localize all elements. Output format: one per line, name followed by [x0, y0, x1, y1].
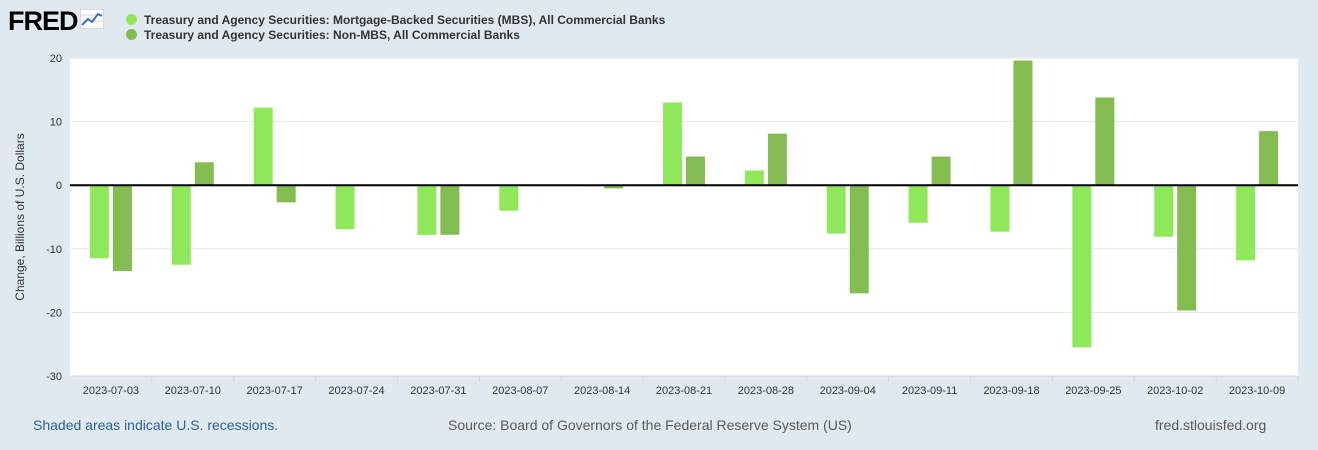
legend-label: Treasury and Agency Securities: Non-MBS,… — [144, 27, 520, 42]
x-tick-label: 2023-09-04 — [820, 385, 876, 397]
bar-mbs — [89, 185, 109, 259]
x-tick-label: 2023-10-09 — [1229, 385, 1285, 397]
legend-marker — [126, 14, 137, 25]
x-tick-label: 2023-07-10 — [165, 385, 221, 397]
bar-non-mbs — [767, 133, 787, 186]
y-tick-label: -10 — [46, 244, 62, 256]
legend-item-mbs[interactable]: Treasury and Agency Securities: Mortgage… — [126, 12, 665, 27]
y-tick-label: -20 — [46, 307, 62, 319]
chart-legend: Treasury and Agency Securities: Mortgage… — [126, 12, 665, 42]
y-tick-label: -30 — [46, 371, 62, 383]
legend-marker — [126, 29, 137, 40]
bar-mbs — [1236, 185, 1256, 261]
bar-non-mbs — [849, 185, 869, 294]
x-tick-label: 2023-08-14 — [574, 385, 630, 397]
x-tick-label: 2023-08-07 — [492, 385, 548, 397]
bar-mbs — [1154, 185, 1174, 237]
y-tick-label: 10 — [50, 117, 62, 129]
plot-area — [70, 58, 1298, 376]
x-tick-label: 2023-09-25 — [1065, 385, 1121, 397]
source-text: Source: Board of Governors of the Federa… — [448, 417, 852, 433]
bar-non-mbs — [440, 185, 460, 235]
legend-label: Treasury and Agency Securities: Mortgage… — [144, 12, 666, 27]
bar-mbs — [826, 185, 846, 234]
bar-mbs — [908, 185, 928, 223]
bar-mbs — [744, 170, 764, 186]
bar-mbs — [1072, 185, 1092, 348]
bar-mbs — [990, 185, 1010, 232]
recession-note[interactable]: Shaded areas indicate U.S. recessions. — [33, 417, 279, 433]
bar-mbs — [663, 102, 682, 186]
y-tick-label: 0 — [56, 180, 62, 192]
bar-mbs — [171, 185, 191, 265]
x-tick-label: 2023-07-03 — [83, 385, 139, 397]
x-tick-label: 2023-07-24 — [328, 385, 384, 397]
x-tick-label: 2023-08-21 — [656, 385, 712, 397]
bar-non-mbs — [1259, 131, 1279, 186]
site-link[interactable]: fred.stlouisfed.org — [1155, 417, 1267, 433]
bar-non-mbs — [276, 185, 296, 203]
bar-non-mbs — [1095, 97, 1115, 186]
bar-mbs — [253, 107, 273, 186]
logo-text: FRED — [8, 6, 78, 36]
bar-mbs — [499, 185, 519, 211]
bar-non-mbs — [1177, 185, 1197, 311]
x-tick-label: 2023-08-28 — [738, 385, 794, 397]
x-tick-label: 2023-07-17 — [247, 385, 303, 397]
bar-non-mbs — [686, 156, 705, 186]
y-tick-label: 20 — [50, 53, 62, 65]
x-tick-label: 2023-09-18 — [983, 385, 1039, 397]
bar-chart: 20 10 0 -10 -20 -30 Change, Billions of U.S. D… — [13, 53, 1299, 397]
x-tick-label: 2023-07-31 — [410, 385, 466, 397]
bar-mbs — [335, 185, 355, 230]
bar-non-mbs — [112, 185, 132, 272]
bar-non-mbs — [194, 162, 214, 186]
x-tick-label: 2023-09-11 — [902, 385, 957, 397]
bar-mbs — [417, 185, 437, 235]
x-tick-label: 2023-10-02 — [1147, 385, 1203, 397]
legend-item-non-mbs[interactable]: Treasury and Agency Securities: Non-MBS,… — [126, 27, 665, 42]
bar-non-mbs — [1013, 60, 1033, 186]
bar-non-mbs — [604, 185, 624, 189]
y-axis-title: Change, Billions of U.S. Dollars — [13, 133, 27, 300]
bar-non-mbs — [931, 156, 951, 186]
